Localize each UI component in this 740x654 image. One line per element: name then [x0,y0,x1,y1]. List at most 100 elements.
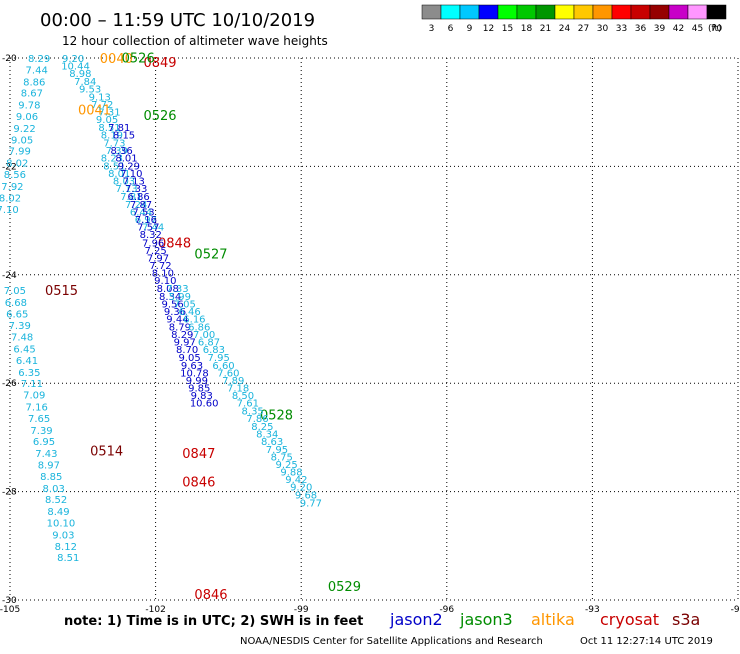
wave-height-value: 8.56 [4,170,26,181]
wave-height-value: 8.70 [176,345,198,356]
wave-height-value: 7.13 [123,176,145,187]
colorbar-swatch [459,4,480,20]
wave-height-value: 7.05 [4,286,26,297]
colorbar-label: 45 [692,24,703,34]
wave-height-value: 7.72 [91,100,113,111]
colorbar-label: 15 [502,24,513,34]
wave-height-value: 8.52 [45,495,67,506]
wave-height-value: 9.20 [290,483,312,494]
wave-height-value: 9.63 [181,361,203,372]
wave-height-value: 7.25 [144,246,166,257]
wave-height-value: 7.99 [9,147,31,158]
wave-height-value: 7.57 [137,223,159,234]
colorbar-swatch [687,4,708,20]
wave-height-value: 8.03 [113,176,135,187]
wave-height-value: 7.11 [21,379,43,390]
wave-height-value: 7.65 [28,414,50,425]
wave-height-value: 6.97 [135,215,157,226]
wave-height-value: 7.86 [246,414,268,425]
wave-height-value: 7.48 [11,333,33,344]
wave-height-value: 9.05 [96,115,118,126]
wave-height-value: 8.32 [140,230,162,241]
wave-height-value: 8.85 [40,472,62,483]
wave-height-value: 10.78 [180,368,209,379]
x-tick-label: -99 [294,605,309,615]
wave-height-value: 9.85 [188,384,210,395]
wave-height-value: 7.39 [30,426,52,437]
wave-height-value: 6.87 [198,337,220,348]
pass-time-label: 0847 [182,447,215,462]
colorbar-swatch [630,4,651,20]
colorbar-label: 18 [521,24,533,34]
wave-height-value: 8.49 [47,507,69,518]
wave-height-value: 9.20 [62,54,84,65]
wave-height-value: 9.29 [118,161,140,172]
wave-height-value: 9.56 [161,300,183,311]
wave-height-value: 6.95 [33,437,55,448]
colorbar-label: 21 [540,24,551,34]
wave-height-value: 7.61 [237,399,259,410]
wave-height-value: 7.44 [142,223,164,234]
wave-height-value: 8.29 [28,54,50,65]
color-scale-bar: 3 6 9 12 15 18 21 24 27 30 33 36 39 42 45 70(ft) [421,4,727,34]
wave-height-value: 7.72 [149,261,171,272]
wave-height-value: 7.84 [74,77,96,88]
wave-height-value: 6.83 [203,345,225,356]
colorbar-swatch [611,4,632,20]
wave-height-value: 8.23 [101,154,123,165]
wave-height-value: 8.03 [43,484,65,495]
wave-height-value: 6.86 [127,192,149,203]
colorbar-swatch [554,4,575,20]
colorbar-swatch [516,4,537,20]
wave-height-value: 7.97 [147,253,169,264]
wave-height-value: 8.12 [55,542,77,553]
wave-height-value: 8.34 [159,292,181,303]
wave-height-value: 8.50 [232,391,254,402]
colorbar-label: 27 [578,24,589,34]
wave-height-value: 10.10 [47,518,76,529]
wave-height-value: 7.81 [108,123,130,134]
wave-height-value: 8.98 [69,69,91,80]
wave-height-value: 8.75 [271,452,293,463]
wave-height-value: 6.44 [130,207,152,218]
y-tick-label: -22 [2,162,17,172]
legend-entry: jason3 [459,610,513,629]
x-tick-label: -96 [439,605,454,615]
wave-height-value: 7.96 [142,238,164,249]
wave-height-value: 7.33 [166,284,188,295]
wave-height-value: 6.60 [212,361,234,372]
chart-title: 00:00 – 11:59 UTC 10/10/2019 [40,10,315,31]
colorbar-swatch [649,4,670,20]
wave-height-value: 9.99 [186,376,208,387]
legend-entry: altika [531,610,575,629]
wave-height-value: 9.78 [18,101,40,112]
wave-height-value: 8.01 [108,169,130,180]
wave-height-value: 5.99 [169,292,191,303]
plot-area: -105 -102 -99 -96 -93 -90 -20 -22 -24 -26 -28 -30 8.… [0,51,740,615]
wave-height-value: 8.51 [98,123,120,134]
wave-height-value: 6.35 [18,368,40,379]
wave-height-value: 8.29 [171,330,193,341]
wave-height-value: 7.18 [227,384,249,395]
wave-height-value: 6.65 [6,309,28,320]
wave-height-value: 6.16 [183,315,205,326]
x-tick-label: -93 [585,605,600,615]
colorbar-swatch [668,4,689,20]
wave-height-value: 7.60 [217,368,239,379]
colorbar-label: 70 [711,24,723,34]
wave-height-value: 6.41 [16,356,38,367]
colorbar-swatch [706,4,727,20]
wave-height-value: 7.44 [26,65,48,76]
wave-height-value: 8.19 [101,130,123,141]
wave-height-value: 7.31 [98,108,120,119]
wave-height-value: 7.09 [23,391,45,402]
wave-height-value: 8.63 [261,437,283,448]
wave-height-value: 9.88 [280,468,302,479]
wave-height-value: 8.36 [110,146,132,157]
wave-height-value: 7.16 [26,403,48,414]
pass-time-label: 0848 [158,236,191,251]
colorbar-label: 9 [467,24,473,34]
wave-height-value: 7.81 [120,192,142,203]
wave-height-value: 6.86 [188,322,210,333]
